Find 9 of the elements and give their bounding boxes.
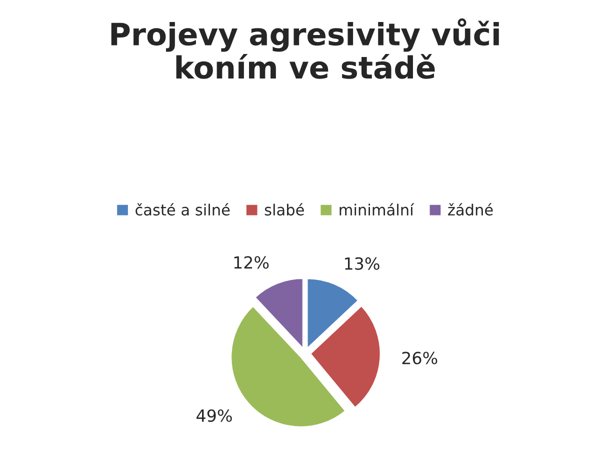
- chart-title: Projevy agresivity vůči koním ve stádě: [111, 18, 499, 79]
- data-label: 26%: [402, 352, 438, 364]
- data-label: 13%: [345, 257, 380, 270]
- legend-label: časté a silné: [136, 203, 230, 216]
- legend-label: slabé: [264, 203, 304, 216]
- legend-label: žádné: [448, 203, 493, 216]
- legend-label: minimální: [340, 203, 414, 216]
- data-label: 12%: [234, 256, 269, 269]
- data-label: 49%: [196, 409, 232, 422]
